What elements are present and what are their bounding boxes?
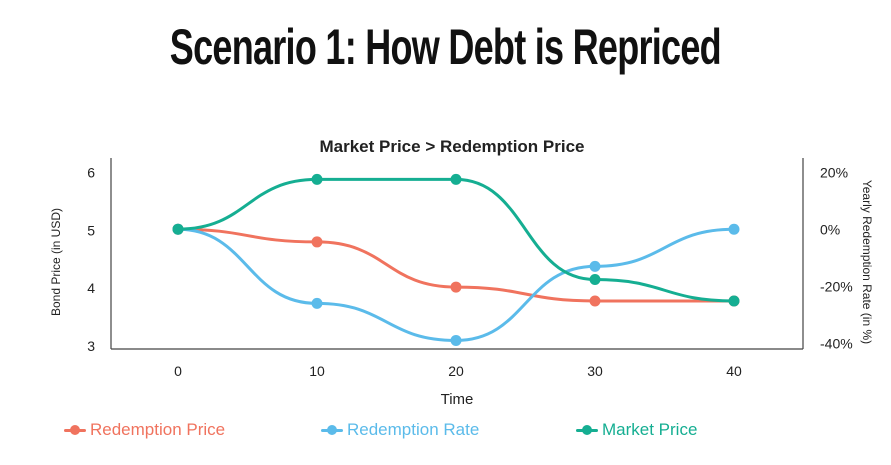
legend: Redemption Price Redemption Rate Market … — [0, 418, 891, 444]
data-point-market-price[interactable] — [728, 295, 740, 307]
data-point-redemption-price[interactable] — [589, 295, 601, 307]
legend-label-redemption-price: Redemption Price — [90, 420, 226, 439]
data-point-redemption-rate[interactable] — [450, 334, 462, 346]
x-tick-label: 20 — [448, 363, 464, 379]
data-point-market-price[interactable] — [172, 223, 184, 235]
chart-title: Market Price > Redemption Price — [319, 137, 584, 156]
right-tick-label: -20% — [820, 278, 853, 294]
plot-axes — [110, 158, 804, 350]
data-point-redemption-rate[interactable] — [311, 297, 323, 309]
right-tick-label: -40% — [820, 335, 853, 351]
left-tick-label: 5 — [87, 222, 95, 238]
data-point-market-price[interactable] — [311, 173, 323, 185]
left-axis-ticks: 3 4 5 6 — [87, 164, 95, 354]
x-tick-label: 40 — [726, 363, 742, 379]
legend-item-redemption-price[interactable]: Redemption Price — [64, 418, 225, 442]
right-tick-label: 0% — [820, 221, 840, 237]
data-point-redemption-price[interactable] — [450, 281, 462, 293]
left-axis-label: Bond Price (in USD) — [49, 208, 63, 316]
legend-marker-redemption-rate — [321, 424, 343, 436]
series-market-price — [172, 173, 740, 307]
series-line-market-price — [176, 177, 736, 303]
series-redemption-price — [172, 223, 740, 307]
right-axis-ticks: 20% 0% -20% -40% — [820, 164, 853, 351]
legend-marker-market-price — [576, 424, 598, 436]
legend-marker-dot — [582, 425, 592, 435]
x-tick-label: 30 — [587, 363, 603, 379]
x-tick-label: 0 — [174, 363, 182, 379]
data-point-market-price[interactable] — [589, 274, 601, 286]
legend-label-market-price: Market Price — [602, 420, 698, 439]
legend-marker-redemption-price — [64, 424, 86, 436]
left-tick-label: 6 — [87, 164, 95, 180]
legend-item-redemption-rate[interactable]: Redemption Rate — [321, 418, 479, 442]
x-tick-label: 10 — [309, 363, 325, 379]
series-layer — [172, 173, 740, 346]
left-tick-label: 4 — [87, 280, 95, 296]
legend-label-redemption-rate: Redemption Rate — [347, 420, 480, 439]
x-axis-label: Time — [441, 391, 474, 408]
data-point-redemption-rate[interactable] — [728, 223, 740, 235]
legend-marker-dot — [70, 425, 80, 435]
legend-marker-dot — [327, 425, 337, 435]
left-tick-label: 3 — [87, 338, 95, 354]
data-point-redemption-rate[interactable] — [589, 260, 601, 272]
legend-item-market-price[interactable]: Market Price — [576, 418, 697, 442]
x-axis-ticks: 0 10 20 30 40 — [174, 363, 742, 379]
data-point-market-price[interactable] — [450, 173, 462, 185]
right-tick-label: 20% — [820, 164, 848, 180]
right-axis-label: Yearly Redemption Rate (in %) — [860, 180, 874, 344]
page-title: Scenario 1: How Debt is Repriced — [169, 19, 722, 75]
data-point-redemption-price[interactable] — [311, 236, 323, 248]
